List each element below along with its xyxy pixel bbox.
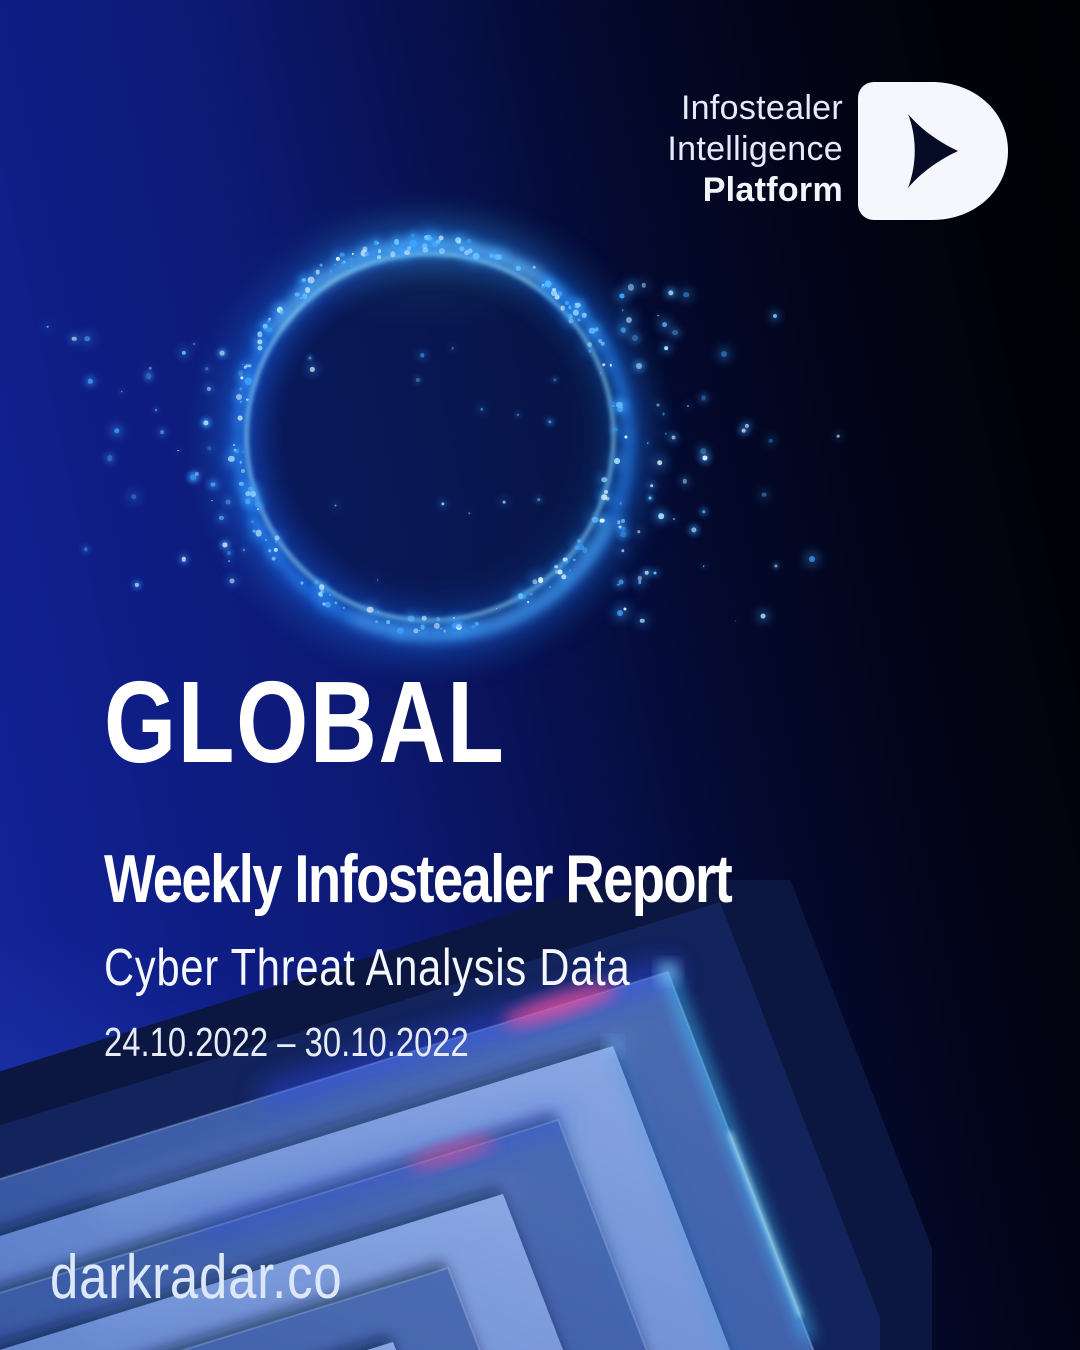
brand-line-infostealer: Infostealer — [680, 89, 843, 127]
title-block: GLOBAL Weekly Infostealer Report Cyber T… — [104, 0, 1080, 1350]
page-description: Cyber Threat Analysis Data — [104, 939, 631, 997]
website-url: darkradar.co — [50, 1243, 343, 1312]
darkradar-d-logo-icon — [858, 82, 1008, 220]
globe-ring-core — [245, 252, 615, 622]
brand-line-platform: Platform — [702, 171, 843, 209]
brand-line-intelligence: Intelligence — [667, 130, 843, 168]
chevron-decoration — [0, 880, 932, 1350]
brand-wordmark: Infostealer Intelligence Platform — [667, 88, 843, 211]
page-title: GLOBAL — [104, 657, 506, 787]
page-subtitle: Weekly Infostealer Report — [104, 841, 733, 917]
date-range: 24.10.2022 – 30.10.2022 — [104, 1019, 469, 1065]
